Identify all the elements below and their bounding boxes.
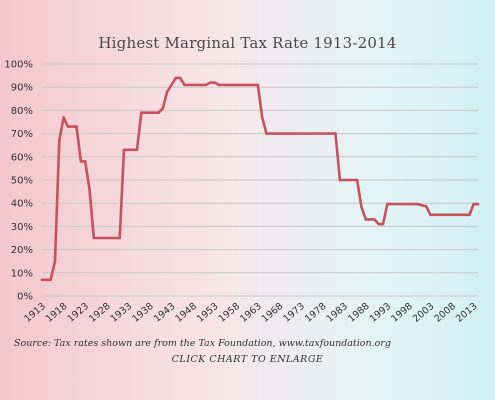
data-point <box>334 132 337 135</box>
x-tick-label: 1993 <box>368 301 394 325</box>
x-tick-label: 1963 <box>238 301 264 325</box>
data-point <box>49 278 52 282</box>
x-tick-label: 2003 <box>411 301 437 325</box>
data-point <box>360 205 363 208</box>
data-point <box>424 205 428 208</box>
data-point <box>377 222 381 226</box>
source-note: Source: Tax rates shown are from the Tax… <box>14 338 391 349</box>
y-tick-label: 30% <box>11 222 33 233</box>
data-point <box>62 116 65 119</box>
x-tick-label: 1933 <box>109 301 135 325</box>
data-point <box>79 160 83 163</box>
y-tick-label: 100% <box>4 60 33 71</box>
data-point <box>88 188 91 191</box>
x-tick-label: 1938 <box>130 301 156 325</box>
series-layer <box>40 76 480 282</box>
x-tick-label: 1958 <box>217 301 243 325</box>
data-point <box>416 202 419 206</box>
data-point <box>75 125 78 128</box>
y-axis-ticks: 0% 10% 20% 30% 40% 50% 60% 70% 80% 90% 100% <box>4 60 33 303</box>
data-point <box>429 213 432 217</box>
data-point <box>66 125 70 128</box>
x-tick-label: 1953 <box>195 301 221 325</box>
x-tick-label: 1948 <box>173 301 199 325</box>
chart-title: Highest Marginal Tax Rate 1913-2014 <box>98 34 397 52</box>
data-point <box>165 90 169 94</box>
enlarge-chart-link[interactable]: CLICK CHART TO ENLARGE <box>171 354 324 365</box>
data-point <box>217 83 221 87</box>
data-point <box>200 83 203 87</box>
x-tick-label: 1973 <box>281 301 307 325</box>
data-point <box>135 148 139 152</box>
data-point <box>355 178 359 182</box>
y-tick-label: 10% <box>11 268 33 279</box>
x-tick-label: 2008 <box>432 301 458 325</box>
data-point <box>256 83 260 87</box>
y-tick-label: 80% <box>11 106 33 117</box>
data-point <box>373 218 376 221</box>
data-point <box>183 83 186 87</box>
data-point <box>204 83 208 87</box>
x-tick-label: 1998 <box>389 301 415 325</box>
data-point <box>213 81 216 84</box>
data-point <box>92 236 96 240</box>
data-point <box>468 213 471 217</box>
y-tick-label: 50% <box>11 176 33 187</box>
y-tick-label: 20% <box>11 245 33 256</box>
data-point <box>83 160 87 163</box>
x-tick-label: 1918 <box>44 301 70 325</box>
data-point <box>260 116 264 119</box>
x-axis-ticks: 1913191819231928193319381943194819531958… <box>22 301 479 325</box>
data-point <box>178 76 182 80</box>
x-tick-label: 1983 <box>325 301 351 325</box>
data-point <box>420 204 424 207</box>
x-tick-label: 1923 <box>65 301 91 325</box>
data-point <box>157 111 160 114</box>
x-tick-label: 1988 <box>346 301 372 325</box>
data-point <box>161 106 165 110</box>
x-tick-label: 1928 <box>87 301 113 325</box>
x-tick-label: 1978 <box>303 301 329 325</box>
data-point <box>40 278 44 282</box>
x-tick-label: 1943 <box>152 301 178 325</box>
data-point <box>265 132 268 135</box>
data-point <box>381 222 385 226</box>
data-point <box>122 148 126 152</box>
y-tick-label: 90% <box>11 83 33 94</box>
y-tick-label: 60% <box>11 152 33 163</box>
data-point <box>58 139 61 142</box>
data-point <box>476 202 480 206</box>
x-tick-label: 2013 <box>454 301 480 325</box>
data-point <box>140 111 143 114</box>
x-tick-label: 1913 <box>22 301 48 325</box>
data-point <box>338 178 342 182</box>
data-point <box>364 218 368 221</box>
y-tick-label: 40% <box>11 199 33 210</box>
x-tick-label: 1968 <box>260 301 286 325</box>
data-point <box>53 259 57 263</box>
y-tick-label: 0% <box>17 292 33 303</box>
data-point <box>174 76 178 80</box>
data-point <box>472 202 476 206</box>
data-point <box>209 81 212 84</box>
data-point <box>386 202 389 206</box>
data-point <box>118 236 121 240</box>
y-tick-label: 70% <box>11 129 33 140</box>
